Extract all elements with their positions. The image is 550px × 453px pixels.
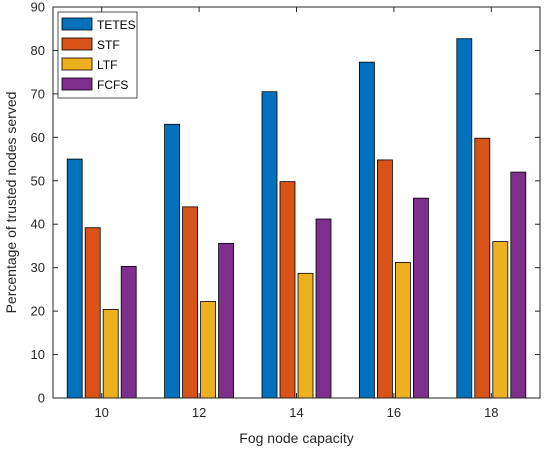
y-axis-ticks: 0 10 20 30 40 50 60 70 80 90 [31, 0, 540, 406]
y-tick-label: 0 [38, 391, 45, 406]
x-tick-label: 14 [289, 405, 303, 420]
x-axis-ticks: 10 12 14 16 18 [94, 7, 499, 420]
bar-stf-12 [182, 206, 199, 399]
legend: TETES STF LTF FCFS [57, 11, 138, 99]
bar-tetes-12 [164, 123, 181, 399]
legend-swatch-stf [61, 37, 93, 51]
bars-group [66, 38, 527, 399]
bar-tetes-16 [358, 61, 375, 399]
bar-fcfs-18 [510, 171, 527, 399]
bar-tetes-18 [456, 38, 473, 399]
bar-fcfs-12 [218, 242, 235, 399]
y-tick-label: 90 [31, 0, 45, 15]
legend-swatch-tetes [61, 17, 93, 31]
bar-ltf-18 [492, 241, 509, 399]
x-tick-label: 10 [94, 405, 108, 420]
bar-fcfs-10 [120, 265, 137, 399]
legend-swatch-fcfs [61, 77, 93, 91]
y-tick-label: 30 [31, 260, 45, 275]
y-tick-label: 80 [31, 43, 45, 58]
bar-ltf-10 [102, 308, 119, 399]
legend-label-fcfs: FCFS [97, 78, 128, 92]
legend-swatch-ltf [61, 57, 93, 71]
bar-stf-10 [84, 227, 101, 399]
x-axis-label: Fog node capacity [239, 430, 353, 446]
y-tick-label: 60 [31, 130, 45, 145]
y-axis-label: Percentage of trusted nodes served [3, 92, 19, 314]
bar-ltf-12 [200, 301, 217, 399]
y-tick-label: 10 [31, 347, 45, 362]
bar-fcfs-16 [412, 197, 429, 399]
legend-label-ltf: LTF [97, 58, 117, 72]
bar-ltf-16 [394, 262, 411, 399]
bar-stf-14 [279, 181, 296, 399]
y-tick-label: 70 [31, 86, 45, 101]
x-tick-label: 12 [192, 405, 206, 420]
y-tick-label: 40 [31, 217, 45, 232]
bar-tetes-10 [66, 158, 83, 399]
bar-tetes-14 [261, 91, 278, 399]
y-tick-label: 50 [31, 173, 45, 188]
bar-ltf-14 [297, 272, 314, 399]
bar-fcfs-14 [315, 218, 332, 399]
legend-label-stf: STF [97, 38, 120, 52]
legend-label-tetes: TETES [97, 18, 136, 32]
y-tick-label: 20 [31, 304, 45, 319]
bar-stf-16 [376, 159, 393, 399]
bar-stf-18 [474, 137, 491, 399]
x-tick-label: 16 [387, 405, 401, 420]
x-tick-label: 18 [484, 405, 498, 420]
